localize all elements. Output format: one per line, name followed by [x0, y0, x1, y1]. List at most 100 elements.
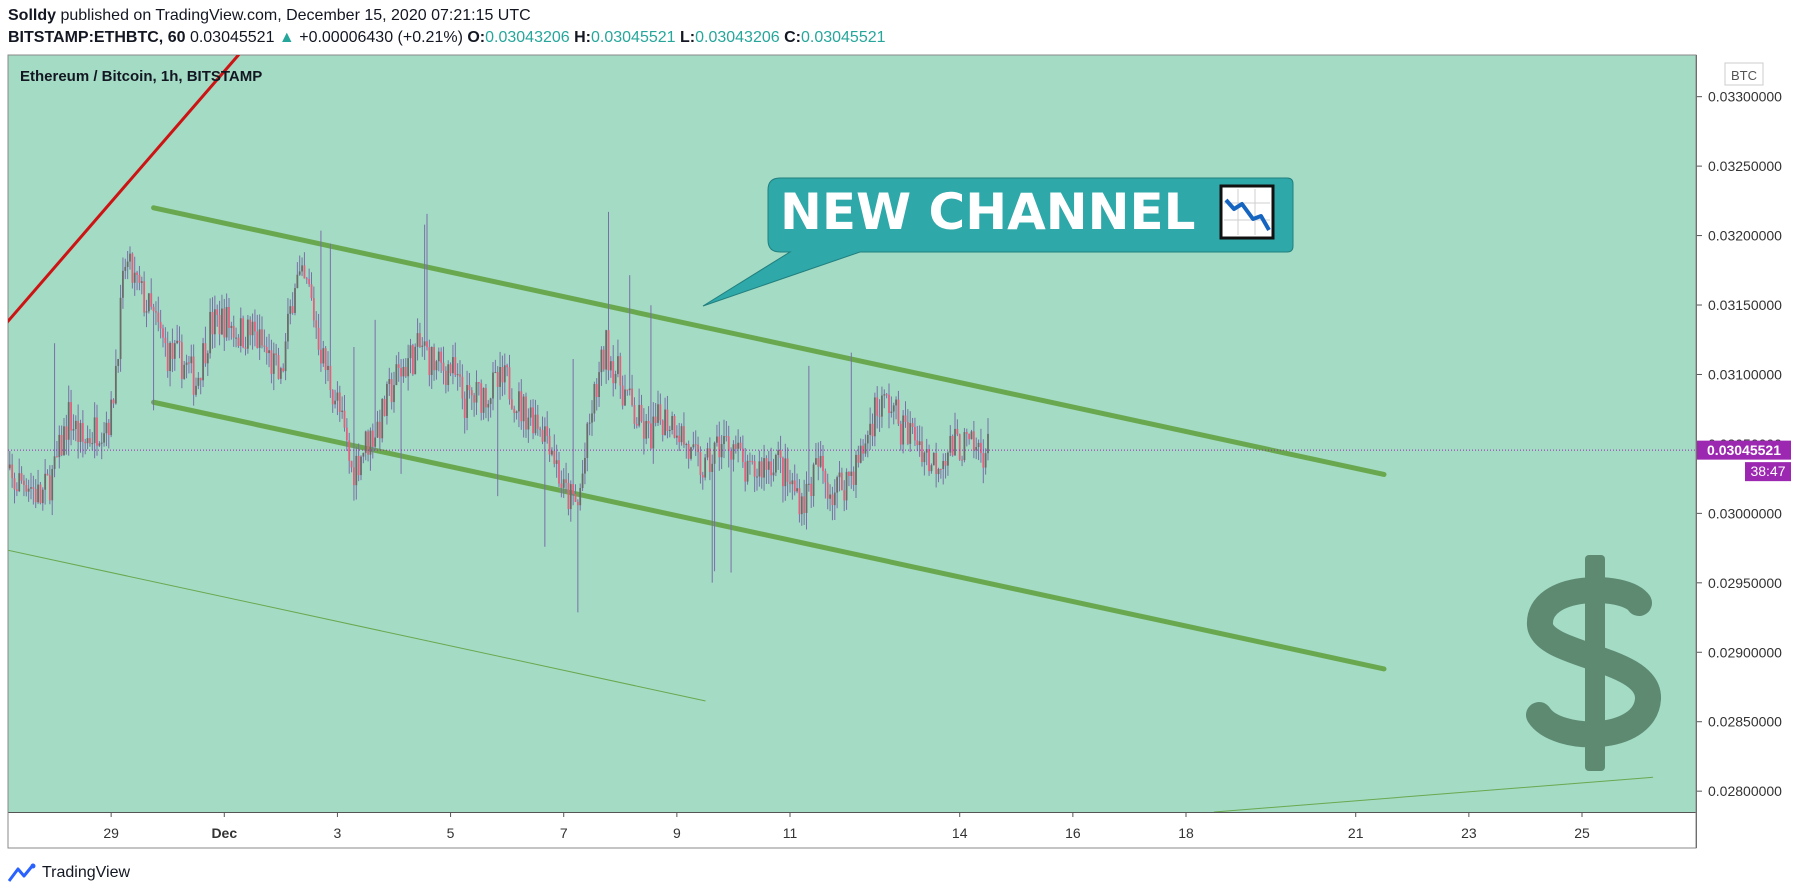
x-tick-label: 25	[1574, 825, 1590, 841]
candle	[345, 418, 348, 452]
candle	[612, 345, 615, 397]
candle	[683, 412, 685, 449]
candle	[317, 313, 320, 356]
publisher-name[interactable]: Solldy	[8, 7, 57, 24]
candle	[595, 378, 598, 411]
candle	[666, 395, 669, 439]
candle	[800, 492, 803, 526]
candle	[904, 401, 907, 428]
candle	[411, 343, 414, 376]
candle	[793, 464, 796, 496]
red-trend-trendline[interactable]	[0, 55, 240, 333]
candle	[499, 351, 501, 400]
candle	[216, 304, 219, 327]
candle	[334, 389, 336, 409]
candle	[15, 482, 18, 497]
candle	[803, 479, 806, 525]
candle	[786, 447, 789, 497]
candle	[671, 411, 674, 435]
candle	[454, 342, 457, 378]
candle	[956, 419, 959, 437]
candle	[508, 354, 511, 405]
tradingview-branding[interactable]: TradingView	[8, 863, 130, 883]
candle	[855, 450, 857, 499]
y-tick-label: 0.03000000	[1708, 505, 1782, 521]
candle	[463, 391, 466, 434]
time-axis[interactable]: 29 Dec 3 5 7 9 11 14 16 18 21 23 25	[103, 812, 1590, 841]
candle	[774, 453, 777, 477]
candle	[8, 451, 11, 471]
candle	[70, 389, 72, 446]
candle	[0, 442, 1, 486]
candle	[23, 474, 25, 497]
candle	[8, 464, 9, 469]
candle	[166, 331, 169, 378]
countdown-label: 38:47	[1750, 463, 1785, 479]
candle	[246, 314, 249, 354]
candle	[756, 468, 758, 491]
candle	[421, 337, 424, 357]
candle	[718, 421, 721, 471]
candle	[239, 307, 242, 353]
price-change: +0.00006430 (+0.21%)	[299, 29, 463, 46]
new-channel-callout[interactable]: NEW CHANNEL	[702, 177, 1294, 307]
thin-lower-trendline[interactable]	[0, 548, 706, 702]
candle	[609, 356, 612, 378]
candle	[930, 463, 933, 474]
candle	[459, 360, 461, 388]
tradingview-brand-label: TradingView	[42, 864, 131, 881]
candle	[37, 469, 39, 505]
candle	[652, 402, 655, 464]
candle	[961, 455, 963, 467]
candle	[369, 427, 372, 471]
candle	[942, 453, 945, 485]
close-label: C:	[784, 29, 801, 46]
candle	[442, 346, 445, 385]
close-value: 0.03045521	[800, 29, 886, 46]
candle	[18, 458, 21, 493]
candle	[374, 319, 377, 451]
candle	[883, 389, 886, 409]
candle	[400, 359, 402, 474]
candle	[58, 425, 61, 469]
candle	[685, 442, 688, 459]
candle	[327, 351, 329, 382]
candle	[81, 410, 84, 458]
candle	[741, 435, 744, 468]
candle	[44, 459, 47, 505]
candle	[209, 298, 212, 359]
candle	[831, 486, 834, 521]
candle	[562, 468, 565, 498]
candle	[308, 268, 311, 287]
candle	[690, 446, 692, 461]
candle	[79, 419, 82, 453]
candle	[553, 434, 556, 468]
candle	[435, 359, 438, 380]
candle	[716, 424, 718, 447]
candle	[433, 343, 435, 381]
candle	[440, 347, 443, 373]
y-tick-label: 0.02950000	[1708, 575, 1782, 591]
candle	[697, 436, 699, 467]
x-tick-label: 23	[1461, 825, 1477, 841]
candle	[298, 255, 301, 276]
candle	[850, 352, 853, 489]
candle	[56, 440, 58, 458]
candle	[701, 471, 704, 490]
candle	[173, 340, 176, 371]
candle	[105, 411, 108, 447]
candle	[244, 336, 247, 356]
candle	[513, 405, 516, 423]
candle	[984, 448, 987, 475]
candle	[529, 399, 532, 426]
candle	[39, 481, 42, 505]
thin-bottom-right-trendline[interactable]	[1213, 776, 1654, 812]
candle	[277, 347, 280, 380]
candle	[63, 418, 65, 456]
candle	[711, 454, 714, 583]
candle	[133, 256, 136, 296]
channel-upper-trendline[interactable]	[151, 205, 1387, 477]
candle	[720, 434, 723, 470]
candle	[723, 419, 725, 459]
